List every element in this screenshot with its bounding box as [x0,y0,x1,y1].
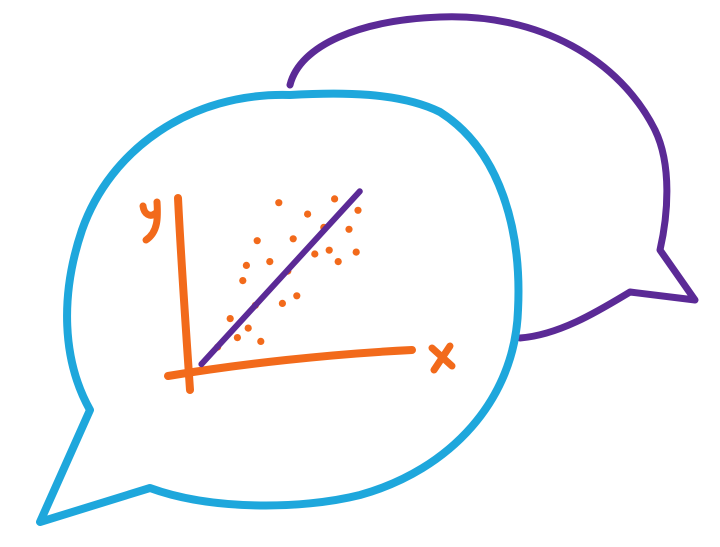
scatter-point [244,324,252,332]
scatter-point [325,246,333,254]
scatter-points [214,195,362,351]
scatter-point [275,199,283,207]
x-axis-line [164,346,416,380]
front-speech-bubble-icon [36,89,523,526]
scatter-point [233,334,241,342]
scatter-point [226,315,234,323]
scatter-point [278,299,286,307]
scatter-point [304,210,312,218]
y-axis-label-glyph [139,198,161,244]
scatter-point [352,248,360,256]
scatter-point [289,235,297,243]
scatter-point [242,261,250,269]
scatter-point [293,292,301,300]
scatter-plot-chart: y x [139,188,456,394]
x-axis-label-glyph [428,342,456,374]
scatter-point [266,258,274,266]
scatter-point [354,206,362,214]
y-axis-line [174,194,194,394]
scatter-point [311,250,319,258]
trend-line [198,188,363,368]
scatter-point [239,277,247,285]
scatter-point [331,195,339,203]
back-speech-bubble-icon [286,13,699,342]
scatter-point [334,258,342,266]
scatter-point [253,237,261,245]
scatter-point [257,337,265,345]
scatter-point [345,225,353,233]
